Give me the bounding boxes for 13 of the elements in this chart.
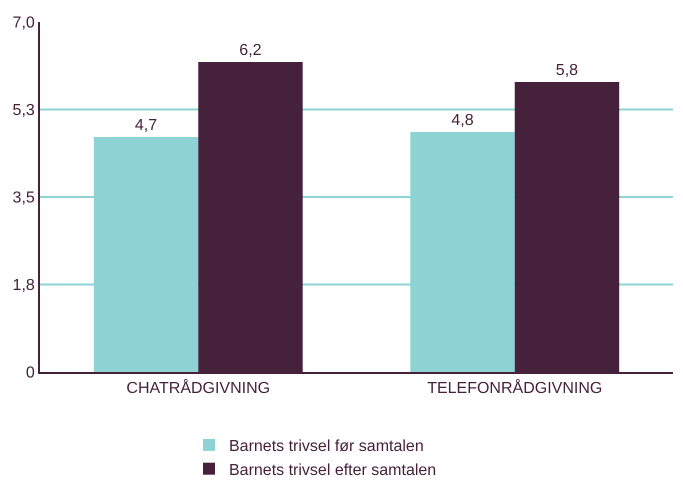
data-label: 4,7: [134, 117, 158, 134]
legend-label: Barnets trivsel før samtalen: [229, 438, 424, 456]
y-tick-label: 7,0: [12, 14, 35, 32]
y-tick-label: 3,5: [12, 190, 35, 207]
x-tick-label: TELEFONRÅDGIVNING: [427, 379, 602, 398]
data-label: 5,8: [556, 62, 578, 79]
y-tick-label: 0: [26, 364, 35, 382]
y-tick-label: 1,8: [12, 277, 35, 294]
data-label: 4,8: [451, 112, 474, 129]
x-tick-label: CHATRÅDGIVNING: [126, 379, 270, 398]
y-tick-label: 5,3: [12, 102, 35, 120]
data-label: 6,2: [239, 42, 262, 59]
legend-label: Barnets trivsel efter samtalen: [229, 462, 436, 479]
